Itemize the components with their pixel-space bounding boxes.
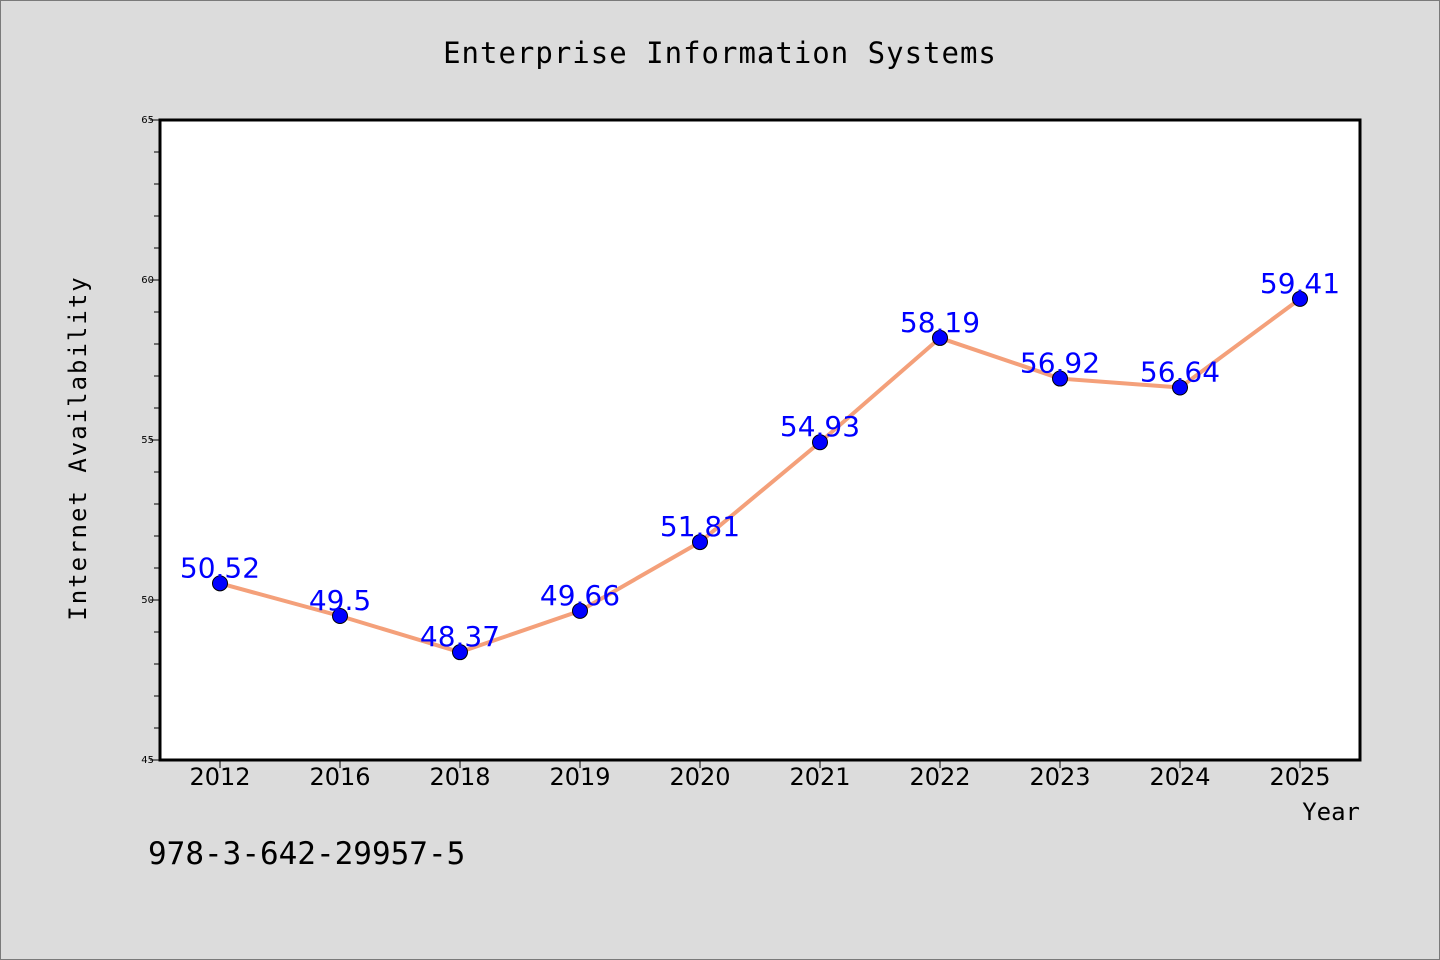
data-point (452, 644, 468, 661)
data-label: 48.37 (420, 620, 500, 653)
footer-isbn: 978-3-642-29957-5 (148, 836, 465, 872)
data-point (932, 329, 948, 346)
data-point (332, 608, 348, 624)
x-tick-label: 2021 (789, 763, 850, 791)
chart-title: Enterprise Information Systems (443, 36, 997, 70)
y-axis-label: Internet Availability (64, 275, 92, 620)
y-tick-label: 45 (141, 755, 154, 766)
data-label: 51.81 (660, 510, 740, 543)
x-tick-label: 2020 (669, 763, 730, 791)
x-tick-label: 2016 (309, 763, 370, 791)
data-label: 50.52 (180, 551, 260, 584)
markers-group (212, 290, 1308, 661)
data-label: 56.92 (1020, 347, 1100, 380)
data-point (212, 575, 228, 592)
data-labels-group: 50.52 49.5 48.37 49.66 51.81 54.93 58.19 56.92 5… (180, 267, 1340, 653)
data-point (1052, 370, 1068, 387)
series-line-group (218, 296, 1302, 655)
data-label: 58.19 (900, 306, 980, 339)
x-tick-label: 2025 (1269, 763, 1330, 791)
x-tick-label: 2019 (549, 763, 610, 791)
y-axis: 45 50 55 60 65 (141, 115, 160, 766)
plot-border (158, 118, 1362, 762)
y-tick-label: 55 (141, 435, 154, 446)
y-tick-label: 60 (141, 275, 154, 286)
data-label: 54.93 (780, 410, 860, 443)
y-tick-label: 65 (141, 115, 154, 126)
data-point (812, 434, 828, 451)
x-axis: 2012 2016 2018 2019 2020 2021 2022 2023 2024 2025 (189, 760, 1331, 791)
data-label: 49.5 (309, 584, 371, 617)
data-label: 59.41 (1260, 267, 1340, 300)
plot-area (160, 120, 1360, 760)
series-line (218, 296, 1302, 655)
data-point (692, 534, 708, 551)
x-axis-label: Year (1302, 798, 1360, 826)
data-point (1172, 379, 1188, 396)
data-point (1292, 290, 1308, 307)
x-tick-label: 2012 (189, 763, 250, 791)
data-label: 49.66 (540, 579, 620, 612)
data-point (572, 602, 588, 619)
x-tick-label: 2024 (1149, 763, 1210, 791)
x-tick-label: 2023 (1029, 763, 1090, 791)
x-tick-label: 2018 (429, 763, 490, 791)
data-label: 56.64 (1140, 356, 1220, 389)
x-tick-label: 2022 (909, 763, 970, 791)
y-tick-label: 50 (141, 595, 154, 606)
